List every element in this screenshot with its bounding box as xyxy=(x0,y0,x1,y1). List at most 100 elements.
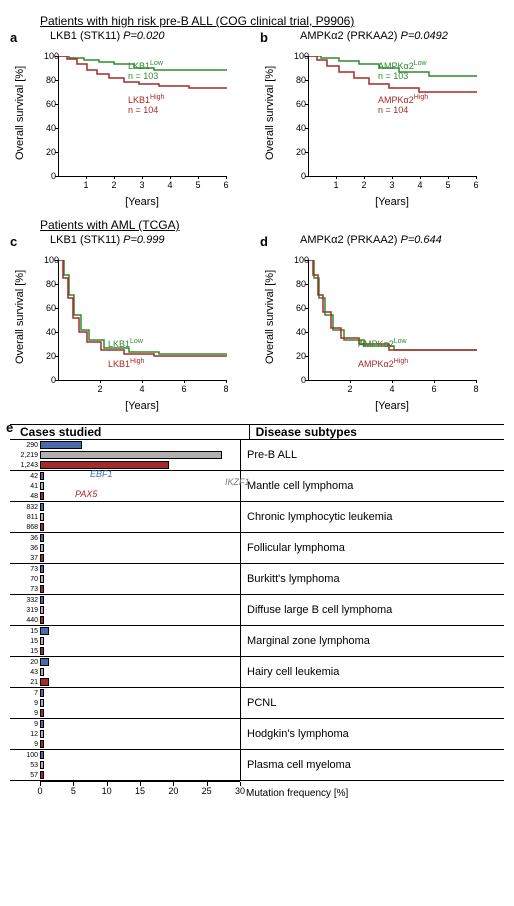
case-count: 7 xyxy=(10,690,40,697)
section2-title: Patients with AML (TCGA) xyxy=(40,218,504,232)
xtick: 30 xyxy=(235,786,245,796)
xtick: 25 xyxy=(202,786,212,796)
case-count: 20 xyxy=(10,659,40,666)
row-cd: cLKB1 (STK11) P=0.999Overall survival [%… xyxy=(10,234,504,414)
mutation-bar xyxy=(40,513,44,521)
case-count: 57 xyxy=(10,772,40,779)
mutation-bar xyxy=(40,441,82,449)
label: a xyxy=(10,30,17,45)
case-count: 37 xyxy=(10,555,40,562)
disease-name: Plasma cell myeloma xyxy=(240,750,497,780)
xlabel: [Years] xyxy=(375,196,409,208)
disease-name: Marginal zone lymphoma xyxy=(240,626,497,656)
xtick: 6 xyxy=(223,180,228,190)
case-count: 832 xyxy=(10,504,40,511)
xtick: 8 xyxy=(473,384,478,394)
disease-row: 799PCNL xyxy=(10,688,504,718)
disease-row: 332319440Diffuse large B cell lymphoma xyxy=(10,595,504,625)
xtick: 10 xyxy=(102,786,112,796)
xlabel: [Years] xyxy=(125,196,159,208)
low-label: LKB1Lown = 103 xyxy=(128,60,163,82)
high-label: AMPKα2Highn = 104 xyxy=(378,94,428,116)
case-count: 9 xyxy=(10,721,40,728)
mutation-bar xyxy=(40,575,44,583)
disease-row: 204321Hairy cell leukemia xyxy=(10,657,504,687)
x-axis: 051015202530 xyxy=(40,781,240,806)
low-label: AMPKα2Low xyxy=(358,338,407,350)
case-count: 41 xyxy=(10,483,40,490)
mutation-bar xyxy=(40,627,49,635)
xtick: 5 xyxy=(195,180,200,190)
case-count: 36 xyxy=(10,545,40,552)
mutation-bar xyxy=(40,461,169,469)
disease-row: 9129Hodgkin's lymphoma xyxy=(10,719,504,749)
ylabel: Overall survival [%] xyxy=(14,66,26,160)
case-count: 9 xyxy=(10,710,40,717)
panel-b: bAMPKα2 (PRKAA2) P=0.0492Overall surviva… xyxy=(260,30,490,210)
case-count: 440 xyxy=(10,617,40,624)
case-count: 12 xyxy=(10,731,40,738)
title: AMPKα2 (PRKAA2) P=0.0492 xyxy=(300,30,448,42)
case-count: 15 xyxy=(10,648,40,655)
disease-row: 2902,2191,243 EBF1 IKZF1 PAX5 Pre-B ALL xyxy=(10,440,504,470)
label: b xyxy=(260,30,268,45)
mutation-bar xyxy=(40,554,44,562)
xtick: 6 xyxy=(431,384,436,394)
xtick: 2 xyxy=(361,180,366,190)
disease-row: 832811868Chronic lymphocytic leukemia xyxy=(10,502,504,532)
mutation-bar xyxy=(40,596,44,604)
case-count: 319 xyxy=(10,607,40,614)
case-count: 36 xyxy=(10,535,40,542)
case-count: 1,243 xyxy=(10,462,40,469)
case-count: 53 xyxy=(10,762,40,769)
xtick: 0 xyxy=(37,786,42,796)
xtick: 5 xyxy=(445,180,450,190)
mutation-bar xyxy=(40,616,44,624)
mutation-bar xyxy=(40,689,44,697)
case-count: 2,219 xyxy=(10,452,40,459)
mutation-bar xyxy=(40,565,44,573)
disease-row: 151515Marginal zone lymphoma xyxy=(10,626,504,656)
disease-header: Disease subtypes xyxy=(249,425,504,439)
mutation-bar xyxy=(40,720,44,728)
cases-header: Cases studied xyxy=(10,425,249,439)
title: LKB1 (STK11) P=0.999 xyxy=(50,234,164,246)
mutation-bar xyxy=(40,492,44,500)
high-label: LKB1High xyxy=(108,358,144,370)
panel-d: dAMPKα2 (PRKAA2) P=0.644Overall survival… xyxy=(260,234,490,414)
disease-name: Burkitt's lymphoma xyxy=(240,564,497,594)
mutation-bar xyxy=(40,482,44,490)
title: AMPKα2 (PRKAA2) P=0.644 xyxy=(300,234,442,246)
xtick: 4 xyxy=(389,384,394,394)
xtick: 2 xyxy=(111,180,116,190)
case-count: 811 xyxy=(10,514,40,521)
disease-row: 42 41 48 Mantle cell lymphoma xyxy=(10,471,504,501)
case-count: 73 xyxy=(10,566,40,573)
mutation-bar xyxy=(40,730,44,738)
high-label: LKB1Highn = 104 xyxy=(128,94,164,116)
label: c xyxy=(10,234,17,249)
disease-name: Diffuse large B cell lymphoma xyxy=(240,595,497,625)
case-count: 21 xyxy=(10,679,40,686)
case-count: 42 xyxy=(10,473,40,480)
mutation-bar xyxy=(40,668,44,676)
mutation-bar xyxy=(40,637,44,645)
case-count: 290 xyxy=(10,442,40,449)
xtick: 20 xyxy=(168,786,178,796)
mutation-bar xyxy=(40,740,44,748)
mutation-bar xyxy=(40,503,44,511)
mutation-bar xyxy=(40,699,44,707)
xtick: 4 xyxy=(167,180,172,190)
mutation-bar xyxy=(40,534,44,542)
case-count: 15 xyxy=(10,628,40,635)
disease-name: Mantle cell lymphoma xyxy=(240,471,497,501)
panel-a: a LKB1 (STK11) P=0.020 Overall survival [%… xyxy=(10,30,240,210)
mutation-bar xyxy=(40,451,222,459)
mutation-bar xyxy=(40,751,44,759)
xtick: 15 xyxy=(135,786,145,796)
mutation-bar xyxy=(40,606,44,614)
xtick: 1 xyxy=(333,180,338,190)
mutation-bar xyxy=(40,544,44,552)
title: LKB1 (STK11) P=0.020 xyxy=(50,30,164,42)
case-count: 48 xyxy=(10,493,40,500)
